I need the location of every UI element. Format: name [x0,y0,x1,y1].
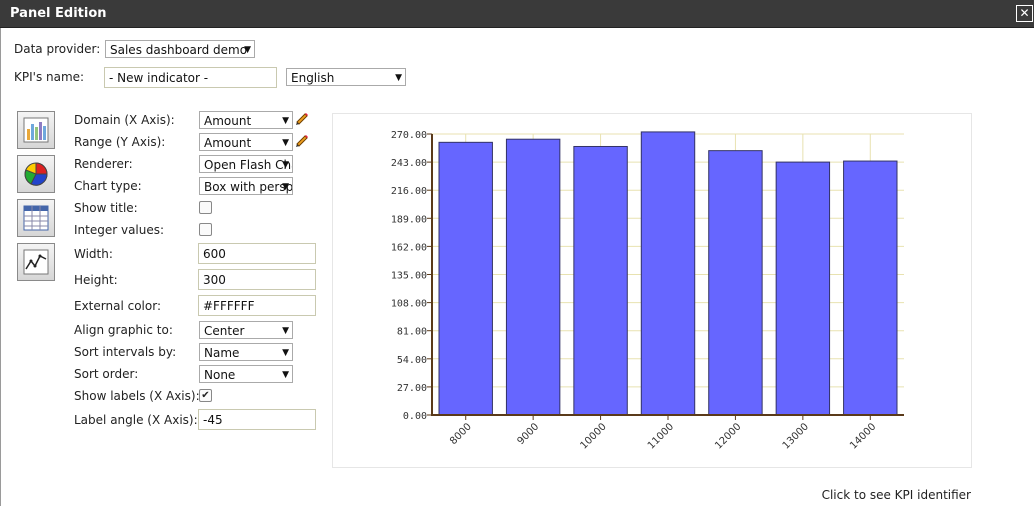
data-provider-select[interactable]: Sales dashboard demo ▼ [105,40,255,58]
bar [640,131,696,416]
chevron-down-icon: ▼ [282,348,289,358]
label-angle-value: -45 [203,413,223,427]
language-select[interactable]: English ▼ [286,68,406,86]
y-tick-label: 216.00 [391,186,427,197]
external-color-input[interactable]: #FFFFFF [198,295,316,316]
kpi-name-value: - New indicator - [109,71,209,85]
bar-chart-icon [23,117,49,143]
range-select[interactable]: Amount ▼ [199,133,293,151]
align-graphic-label: Align graphic to: [74,323,173,337]
x-tick-label: 11000 [646,421,676,451]
width-label: Width: [74,247,113,261]
range-label: Range (Y Axis): [74,135,166,149]
bar-chart: 0.00 27.00 54.00 81.00 108.00 135.00 162.00 189… [391,130,904,452]
bar [843,160,898,416]
align-graphic-select[interactable]: Center ▼ [199,321,293,339]
range-value: Amount [204,136,252,150]
external-color-label: External color: [74,299,161,313]
chevron-down-icon: ▼ [282,182,289,192]
renderer-select[interactable]: Open Flash Chart ▼ [199,155,293,173]
x-tick-label: 12000 [713,421,743,451]
data-provider-value: Sales dashboard demo [110,43,248,57]
kpi-identifier-link[interactable]: Click to see KPI identifier [821,488,971,502]
close-icon[interactable]: ✕ [1016,5,1033,22]
y-tick-label: 189.00 [391,214,427,225]
x-tick-label: 8000 [448,421,474,447]
renderer-label: Renderer: [74,157,133,171]
y-tick-label: 54.00 [397,355,427,366]
chevron-down-icon: ▼ [282,138,289,148]
y-tick-label: 162.00 [391,242,427,253]
kpi-name-input[interactable]: - New indicator - [104,67,277,88]
chevron-down-icon: ▼ [282,326,289,336]
y-tick-label: 270.00 [391,130,427,141]
integer-values-label: Integer values: [74,223,165,237]
external-color-value: #FFFFFF [203,299,255,313]
chevron-down-icon: ▼ [282,160,289,170]
line-chart-button[interactable] [17,243,55,281]
sort-order-label: Sort order: [74,367,139,381]
x-tick-label: 13000 [781,421,811,451]
y-tick-label: 27.00 [397,383,427,394]
renderer-value: Open Flash Chart [204,158,292,172]
y-tick-label: 108.00 [391,299,427,310]
chart-type-label: Chart type: [74,179,142,193]
chart-type-select[interactable]: Box with perspective ▼ [199,177,293,195]
domain-select[interactable]: Amount ▼ [199,111,293,129]
height-value: 300 [203,273,226,287]
show-title-label: Show title: [74,201,138,215]
y-tick-label: 0.00 [403,411,427,422]
sort-order-value: None [204,368,236,382]
line-chart-icon [23,249,49,275]
label-angle-label: Label angle (X Axis): [74,413,198,427]
sort-intervals-label: Sort intervals by: [74,345,177,359]
chart-preview-panel: 0.00 27.00 54.00 81.00 108.00 135.00 162.00 189… [332,113,972,468]
x-tick-label: 10000 [578,421,608,451]
bar [505,138,561,416]
pie-chart-button[interactable] [17,155,55,193]
data-provider-label: Data provider: [14,42,101,56]
language-value: English [291,71,335,85]
show-labels-checkbox[interactable]: ✔ [199,389,212,402]
window-titlebar: Panel Edition ✕ [0,0,1034,28]
label-angle-input[interactable]: -45 [198,409,316,430]
bar [708,150,763,416]
y-tick-label: 135.00 [391,271,427,282]
sort-intervals-select[interactable]: Name ▼ [199,343,293,361]
window-left-border [0,28,1,506]
bar [438,141,493,416]
show-labels-label: Show labels (X Axis): [74,389,200,403]
width-value: 600 [203,247,226,261]
pie-chart-icon [24,162,48,186]
kpi-name-label: KPI's name: [14,70,85,84]
bar-chart-button[interactable] [17,111,55,149]
checkmark-icon: ✔ [201,390,210,401]
pencil-icon[interactable] [294,133,310,149]
table-button[interactable] [17,199,55,237]
align-graphic-value: Center [204,324,245,338]
y-tick-label: 81.00 [397,327,427,338]
height-input[interactable]: 300 [198,269,316,290]
integer-values-checkbox[interactable] [199,223,212,236]
x-tick-label: 14000 [848,421,878,451]
x-tick-label: 9000 [515,421,541,447]
domain-label: Domain (X Axis): [74,113,175,127]
chevron-down-icon: ▼ [395,73,402,83]
width-input[interactable]: 600 [198,243,316,264]
chevron-down-icon: ▼ [282,370,289,380]
window-title: Panel Edition [10,6,107,21]
table-icon [23,205,49,231]
sort-order-select[interactable]: None ▼ [199,365,293,383]
chevron-down-icon: ▼ [282,116,289,126]
sort-intervals-value: Name [204,346,240,360]
bar [573,145,628,416]
height-label: Height: [74,273,118,287]
pencil-icon[interactable] [294,111,310,127]
domain-value: Amount [204,114,252,128]
chevron-down-icon: ▼ [244,45,251,55]
y-tick-label: 243.00 [391,158,427,169]
show-title-checkbox[interactable] [199,201,212,214]
chart-type-value: Box with perspective [204,180,293,194]
bar [775,161,831,416]
